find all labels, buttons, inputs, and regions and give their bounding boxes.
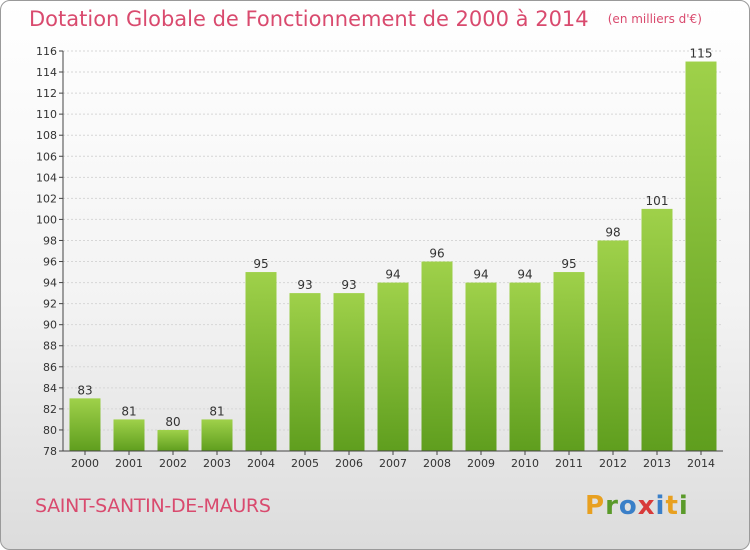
commune-name: SAINT-SANTIN-DE-MAURS [35,495,271,517]
bar-value-label: 81 [121,404,136,418]
bar-value-label: 93 [341,278,356,292]
bar-value-label: 94 [473,268,488,282]
bar [157,429,189,451]
bar [553,272,585,451]
bar-value-label: 95 [253,257,268,271]
bar [597,240,629,451]
bar [333,293,365,451]
y-tick-label: 80 [43,424,57,437]
x-tick-label: 2011 [555,457,583,470]
x-tick-label: 2008 [423,457,451,470]
x-tick-label: 2009 [467,457,495,470]
bar-value-label: 94 [517,268,532,282]
bar-value-label: 83 [77,383,92,397]
bar [69,398,101,451]
x-tick-label: 2000 [71,457,99,470]
bar-value-label: 95 [561,257,576,271]
bar-value-label: 81 [209,404,224,418]
y-tick-label: 96 [43,256,57,269]
y-tick-label: 102 [36,192,57,205]
bar [641,208,673,451]
y-tick-label: 92 [43,298,57,311]
bar [465,282,497,451]
bar [685,61,717,452]
bar [421,261,453,451]
bars: 83 81 80 81 95 93 93 94 96 94 94 95 98 101 115 [69,47,717,452]
y-tick-label: 108 [36,129,57,142]
y-tick-label: 94 [43,277,57,290]
x-tick-label: 2001 [115,457,143,470]
x-tick-label: 2007 [379,457,407,470]
x-tick-label: 2013 [643,457,671,470]
axes: 78 80 82 84 86 88 90 92 94 96 98 100 102 104 106 108 110… [36,45,723,470]
bar [509,282,541,451]
y-tick-label: 84 [43,382,57,395]
bar [377,282,409,451]
y-tick-label: 100 [36,213,57,226]
x-tick-label: 2014 [687,457,715,470]
x-tick-label: 2002 [159,457,187,470]
y-tick-label: 78 [43,445,57,458]
bar [201,419,233,451]
x-tick-label: 2006 [335,457,363,470]
y-tick-label: 104 [36,171,57,184]
chart-title: Dotation Globale de Fonctionnement de 20… [29,7,589,31]
x-tick-label: 2004 [247,457,275,470]
y-tick-label: 106 [36,150,57,163]
y-tick-label: 114 [36,66,57,79]
y-tick-label: 90 [43,319,57,332]
y-tick-label: 98 [43,234,57,247]
bar-value-label: 101 [646,194,669,208]
proxiti-logo: Proxiti [585,491,689,521]
y-tick-label: 110 [36,108,57,121]
bar-value-label: 96 [429,247,444,261]
x-tick-label: 2003 [203,457,231,470]
y-tick-label: 112 [36,87,57,100]
y-tick-label: 116 [36,45,57,58]
bar-value-label: 98 [605,225,620,239]
bar [113,419,145,451]
bar-value-label: 115 [690,47,713,61]
bar-value-label: 80 [165,415,180,429]
chart-unit-note: (en milliers d'€) [607,12,702,26]
bar-value-label: 94 [385,268,400,282]
x-tick-label: 2005 [291,457,319,470]
x-tick-label: 2012 [599,457,627,470]
y-tick-label: 88 [43,340,57,353]
y-tick-label: 82 [43,403,57,416]
bar [245,272,277,451]
title-row: Dotation Globale de Fonctionnement de 20… [29,7,702,31]
y-tick-label: 86 [43,361,57,374]
bar-value-label: 93 [297,278,312,292]
x-tick-label: 2010 [511,457,539,470]
bar [289,293,321,451]
